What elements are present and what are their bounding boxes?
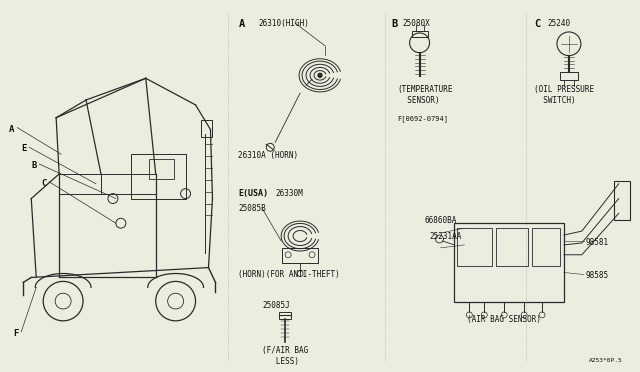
Text: A253*0P.5: A253*0P.5 <box>589 358 623 363</box>
Text: 26310A (HORN): 26310A (HORN) <box>238 151 298 160</box>
Text: 25080X: 25080X <box>403 19 430 28</box>
Text: (AIR BAG SENSOR): (AIR BAG SENSOR) <box>467 315 541 324</box>
Text: A: A <box>238 19 244 29</box>
Bar <box>200 120 212 137</box>
Text: 66860BA: 66860BA <box>424 217 457 225</box>
Bar <box>560 73 578 80</box>
Text: (F/AIR BAG
   LESS): (F/AIR BAG LESS) <box>262 346 308 366</box>
Bar <box>279 312 291 319</box>
Text: (HORN)(FOR ANTI-THEFT): (HORN)(FOR ANTI-THEFT) <box>238 270 340 279</box>
Text: F[0692-0794]: F[0692-0794] <box>397 115 449 122</box>
Bar <box>532 228 560 266</box>
Bar <box>454 223 564 302</box>
Text: 26310(HIGH): 26310(HIGH) <box>259 19 309 28</box>
Bar <box>614 181 630 220</box>
Text: B: B <box>31 161 36 170</box>
Bar <box>458 228 492 266</box>
Bar <box>496 228 528 266</box>
Text: 25240: 25240 <box>547 19 570 28</box>
Text: 98581: 98581 <box>586 238 609 247</box>
Text: 25085J: 25085J <box>262 301 290 310</box>
Text: E: E <box>21 144 27 153</box>
Text: C: C <box>41 179 47 188</box>
Text: 25085B: 25085B <box>238 205 266 214</box>
Bar <box>148 159 173 179</box>
Text: 25231AA: 25231AA <box>429 232 462 241</box>
Text: (OIL PRESSURE
  SWITCH): (OIL PRESSURE SWITCH) <box>534 85 594 105</box>
Text: E(USA): E(USA) <box>238 189 268 198</box>
Text: B: B <box>392 19 398 29</box>
Text: (TEMPERATURE
  SENSOR): (TEMPERATURE SENSOR) <box>397 85 453 105</box>
Bar <box>282 248 318 263</box>
Text: F: F <box>13 329 19 338</box>
Bar <box>131 154 186 199</box>
Text: 98585: 98585 <box>586 270 609 279</box>
Bar <box>412 31 428 37</box>
Text: C: C <box>534 19 540 29</box>
Circle shape <box>318 73 322 77</box>
Text: 26330M: 26330M <box>275 189 303 198</box>
Text: A: A <box>10 125 15 134</box>
